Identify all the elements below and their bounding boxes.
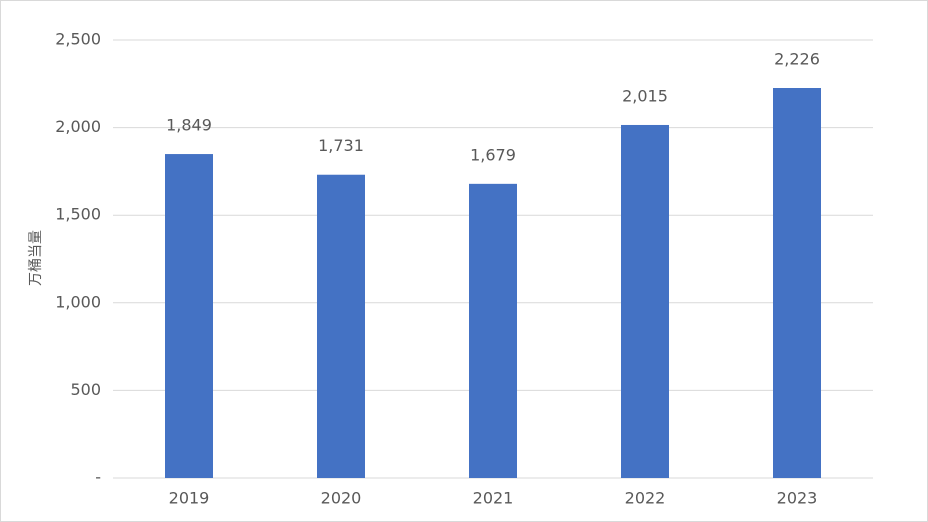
x-tick-label: 2021 [473,489,514,508]
y-tick-label: 1,000 [55,292,101,311]
y-tick-label: 2,000 [55,117,101,136]
value-label: 1,731 [318,136,364,155]
x-tick-label: 2019 [169,489,210,508]
bar [469,183,517,478]
value-label: 1,679 [470,145,516,164]
y-tick-label: 2,500 [55,30,101,49]
y-tick-label: 500 [70,380,101,399]
bar [317,174,365,478]
y-tick-label: 1,500 [55,205,101,224]
y-axis-label: 万桶当量 [28,230,44,286]
bar [621,124,669,479]
value-label: 2,015 [622,86,668,105]
bar [165,154,213,478]
x-tick-label: 2020 [321,489,362,508]
x-tick-label: 2022 [625,489,666,508]
bar [773,88,821,479]
x-tick-label: 2023 [777,489,818,508]
value-label: 1,849 [166,116,212,135]
value-label: 2,226 [774,50,820,69]
y-tick-label: - [95,468,101,487]
